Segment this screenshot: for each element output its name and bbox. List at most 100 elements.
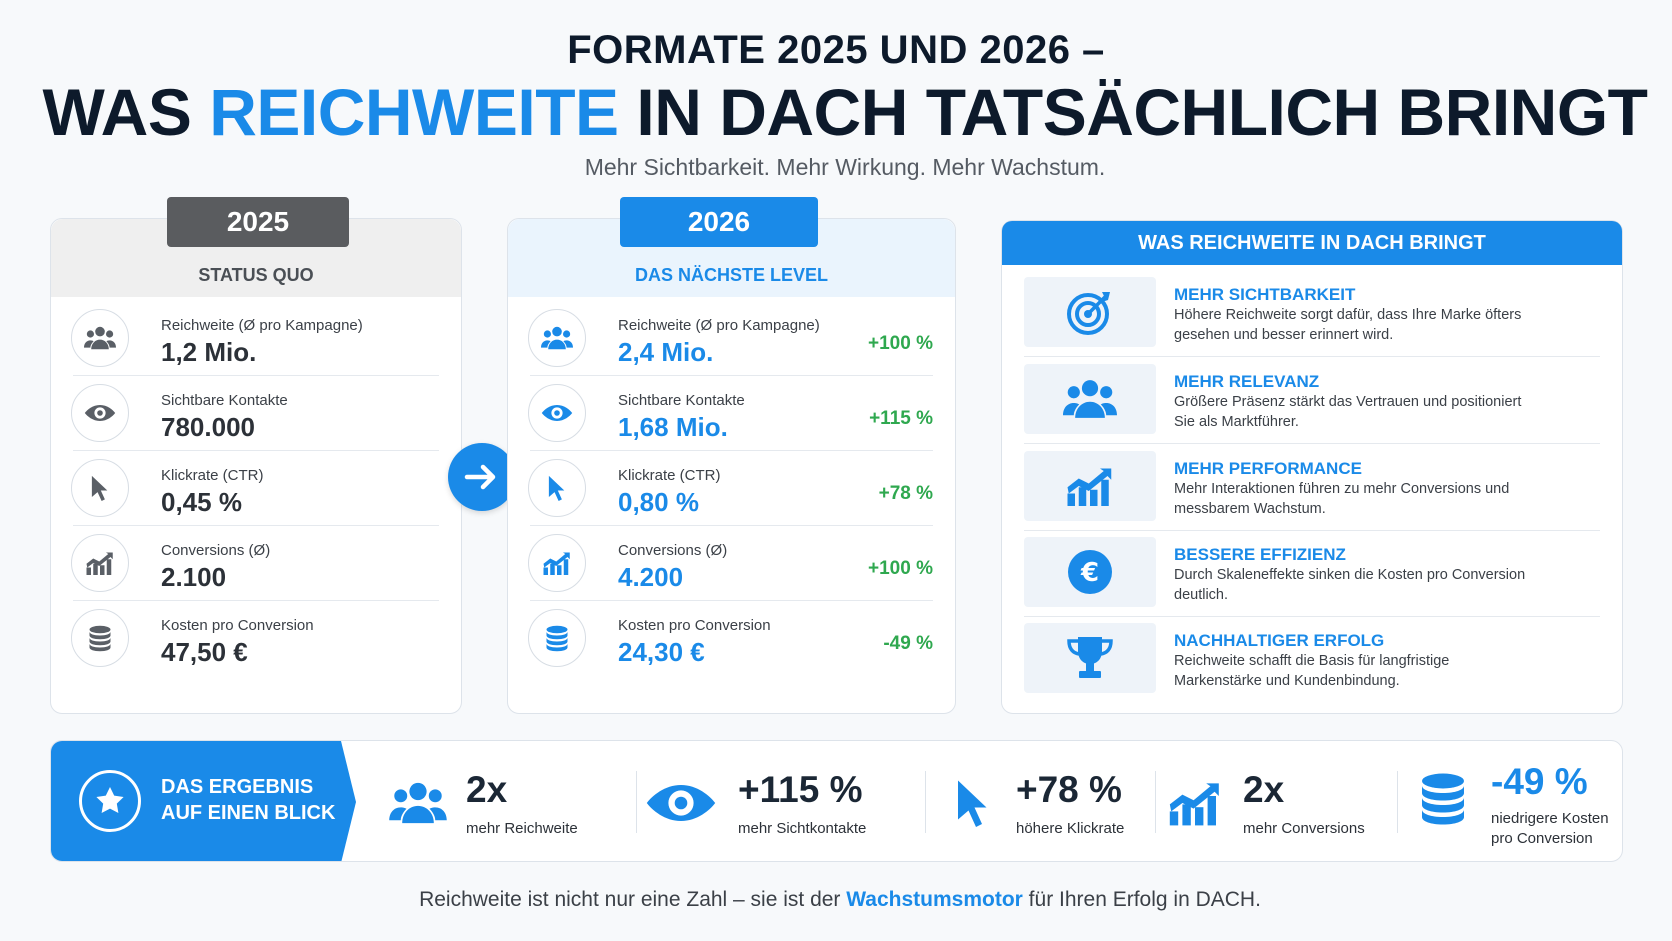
metric-change: -49 % (883, 633, 933, 654)
result-label-line-1: niedrigere Kosten (1491, 810, 1609, 827)
divider (1397, 771, 1398, 833)
metric-row: Reichweite (Ø pro Kampagne) 1,2 Mio. (51, 297, 461, 376)
coins-icon (71, 609, 129, 667)
card-2025: STATUS QUO Reichweite (Ø pro Kampagne) 1… (50, 218, 462, 714)
eye-icon (641, 771, 721, 835)
group-icon (386, 771, 450, 835)
result-label: mehr Conversions (1243, 820, 1365, 837)
coins-icon (1411, 767, 1475, 831)
footer-part-2: für Ihren Erfolg in DACH. (1022, 888, 1261, 911)
benefit-title: MEHR RELEVANZ (1174, 372, 1320, 391)
benefit-text: Mehr Interaktionen führen zu mehr Conver… (1174, 481, 1510, 517)
divider (1024, 443, 1600, 444)
benefit-text: Durch Skaleneffekte sinken die Kosten pr… (1174, 567, 1526, 603)
benefits-card: WAS REICHWEITE IN DACH BRINGT MEHR SICHT… (1001, 220, 1623, 714)
growth-chart-icon (528, 534, 586, 592)
metric-value: 780.000 (161, 412, 255, 442)
divider (1155, 771, 1156, 833)
benefit-title: MEHR PERFORMANCE (1174, 459, 1362, 478)
svg-text:€: € (1080, 558, 1099, 588)
metric-label: Sichtbare Kontakte (618, 392, 745, 409)
metric-value: 47,50 € (161, 637, 248, 667)
divider (73, 450, 439, 451)
metric-label: Sichtbare Kontakte (161, 392, 288, 409)
title-highlight: REICHWEITE (209, 75, 619, 149)
metric-label: Kosten pro Conversion (618, 617, 771, 634)
metric-row: Klickrate (CTR) 0,80 % +78 % (508, 447, 955, 526)
benefit-text: Höhere Reichweite sorgt dafür, dass Ihre… (1174, 307, 1522, 343)
divider (636, 771, 637, 833)
result-item: +115 % mehr Sichtkontakte (641, 741, 921, 861)
divider (1024, 530, 1600, 531)
metric-change: +100 % (868, 558, 933, 579)
metric-value: 0,45 % (161, 487, 242, 517)
divider (530, 525, 933, 526)
group-icon (1024, 364, 1156, 434)
metric-label: Klickrate (CTR) (161, 467, 264, 484)
divider (73, 600, 439, 601)
result-value: +115 % (738, 769, 863, 810)
growth-chart-icon (1163, 771, 1227, 835)
metric-label: Reichweite (Ø pro Kampagne) (618, 317, 820, 334)
result-label: niedrigere Kosten pro Conversion (1491, 809, 1609, 849)
divider (1024, 356, 1600, 357)
result-item: 2x mehr Conversions (1163, 741, 1393, 861)
target-icon (1024, 277, 1156, 347)
result-value-number: -49 % (1491, 761, 1588, 802)
metric-value: 0,80 % (618, 487, 699, 517)
group-icon (71, 309, 129, 367)
metric-row: Kosten pro Conversion 47,50 € (51, 597, 461, 676)
metric-row: Conversions (Ø) 4.200 +100 % (508, 522, 955, 601)
divider (73, 525, 439, 526)
result-item: 2x mehr Reichweite (386, 741, 636, 861)
result-label-panel: DAS ERGEBNIS AUF EINEN BLICK (51, 741, 356, 861)
benefit-item: NACHHALTIGER ERFOLG Reichweite schafft d… (1024, 621, 1600, 707)
benefits-title: WAS REICHWEITE IN DACH BRINGT (1002, 221, 1622, 265)
metric-label: Reichweite (Ø pro Kampagne) (161, 317, 363, 334)
metric-value: 1,2 Mio. (161, 337, 257, 367)
metric-change: +100 % (868, 333, 933, 354)
footer-text: Reichweite ist nicht nur eine Zahl – sie… (0, 888, 1672, 912)
subtitle: Mehr Sichtbarkeit. Mehr Wirkung. Mehr Wa… (584, 154, 1106, 180)
result-title-line-2: AUF EINEN BLICK (161, 802, 336, 824)
divider (530, 375, 933, 376)
result-label: höhere Klickrate (1016, 820, 1125, 837)
star-icon (79, 770, 141, 832)
benefit-item: MEHR SICHTBARKEIT Höhere Reichweite sorg… (1024, 275, 1600, 361)
result-label-line-2: pro Conversion (1491, 830, 1593, 847)
metric-label: Klickrate (CTR) (618, 467, 721, 484)
metric-value: 1,68 Mio. (618, 412, 728, 442)
cursor-icon (71, 459, 129, 517)
result-title: DAS ERGEBNIS AUF EINEN BLICK (161, 774, 335, 826)
benefit-text: Größere Präsenz stärkt das Vertrauen und… (1174, 394, 1522, 430)
result-label: mehr Sichtkontakte (738, 820, 867, 837)
cursor-icon (941, 771, 1005, 835)
title-part-1: WAS (42, 75, 210, 149)
result-item: -49 % niedrigere Kosten pro Conversion (1411, 741, 1621, 861)
trophy-icon (1024, 623, 1156, 693)
metric-value: 2,4 Mio. (618, 337, 714, 367)
eye-icon (71, 384, 129, 442)
benefit-title: BESSERE EFFIZIENZ (1174, 545, 1346, 564)
growth-chart-icon (1024, 451, 1156, 521)
benefit-item: € BESSERE EFFIZIENZ Durch Skaleneffekte … (1024, 535, 1600, 621)
card-2026-header: DAS NÄCHSTE LEVEL (508, 219, 955, 297)
card-2025-label: STATUS QUO (198, 265, 314, 285)
cursor-icon (528, 459, 586, 517)
result-label: mehr Reichweite (466, 820, 578, 837)
metric-row: Klickrate (CTR) 0,45 % (51, 447, 461, 526)
title-part-2: IN DACH TATSÄCHLICH BRINGT (618, 75, 1648, 149)
group-icon (528, 309, 586, 367)
result-value: 2x (1243, 769, 1285, 810)
title-line-1: FORMATE 2025 UND 2026 – (567, 28, 1105, 72)
year-badge-2025: 2025 (167, 197, 349, 247)
metric-value: 2.100 (161, 562, 227, 592)
metric-row: Sichtbare Kontakte 780.000 (51, 372, 461, 451)
title-line-2: WAS REICHWEITE IN DACH TATSÄCHLICH BRING… (0, 74, 1672, 150)
euro-icon: € (1024, 537, 1156, 607)
coins-icon (528, 609, 586, 667)
metric-row: Conversions (Ø) 2.100 (51, 522, 461, 601)
eye-icon (528, 384, 586, 442)
divider (73, 375, 439, 376)
footer-part-1: Reichweite ist nicht nur eine Zahl – sie… (419, 888, 847, 911)
